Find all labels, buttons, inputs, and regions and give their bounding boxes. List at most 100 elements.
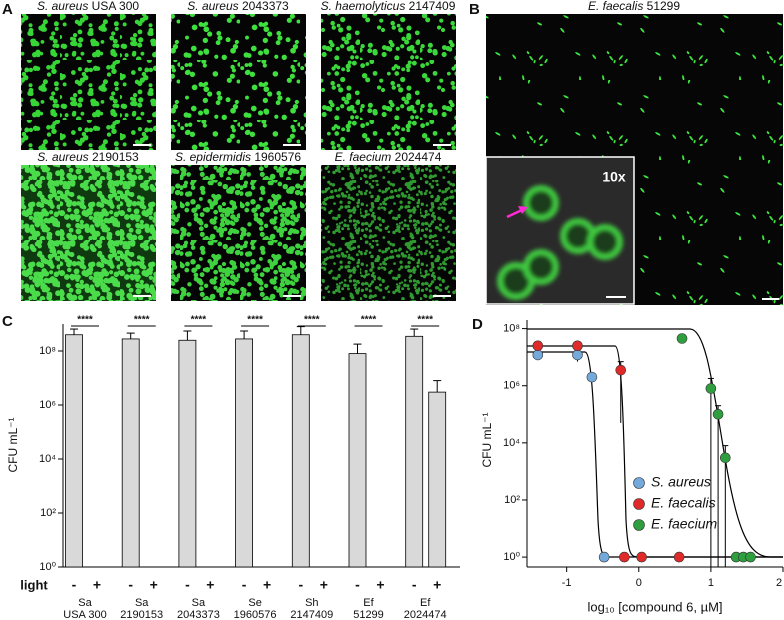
category-label: 51299	[353, 609, 384, 620]
x-tick-label: -1	[562, 577, 572, 589]
species: S. aureus	[37, 150, 88, 164]
category-label: 2024474	[404, 609, 447, 620]
category-label: Sh	[305, 597, 318, 609]
legend-label: E. faecium	[651, 516, 717, 532]
data-point	[619, 551, 630, 563]
species: E. faecalis	[588, 0, 643, 13]
bar	[291, 334, 310, 568]
condition-label: -	[185, 577, 190, 593]
cell	[523, 249, 559, 285]
category-label: 1960576	[234, 609, 277, 620]
y-tick-label: 10²	[504, 494, 520, 506]
species: S. epidermidis	[175, 150, 251, 164]
y-tick-label: 10⁴	[503, 437, 520, 449]
y-tick-label: 10²	[40, 507, 56, 519]
inset-label: 10x	[602, 169, 626, 185]
x-tick-label: 1	[708, 577, 714, 589]
y-tick-label: 10⁴	[39, 453, 56, 465]
condition-label: -	[242, 577, 247, 593]
species: S. aureus	[37, 0, 88, 13]
y-tick-label: 10⁰	[503, 551, 520, 563]
data-point	[572, 340, 583, 352]
image-title: S. aureus USA 300	[37, 0, 139, 13]
panel-label: C	[2, 313, 13, 330]
fit-curve	[527, 345, 783, 558]
species: E. faecium	[335, 150, 392, 164]
data-point	[598, 551, 610, 563]
data-point	[720, 452, 731, 464]
y-axis-label: CFU mL⁻¹	[480, 413, 494, 468]
condition-label: +	[206, 577, 214, 593]
arrow	[506, 208, 523, 219]
microscopy-cells	[321, 165, 456, 301]
image-title: E. faecium 2024474	[335, 150, 442, 164]
image-title: S. epidermidis 1960576	[175, 150, 301, 164]
y-tick-label: 10⁶	[39, 399, 56, 411]
x-axis-title: light	[20, 577, 48, 592]
microscopy-cells	[171, 165, 306, 301]
bar	[235, 338, 254, 568]
legend-label: S. aureus	[651, 474, 711, 490]
image-title: E. faecalis 51299	[588, 0, 680, 13]
data-point	[676, 333, 688, 344]
data-point	[586, 371, 598, 383]
condition-label: +	[263, 577, 271, 593]
bar	[178, 339, 197, 568]
microscopy-cells	[321, 14, 456, 150]
image-title: S. haemolyticus 2147409	[321, 0, 456, 13]
condition-label: -	[355, 577, 360, 593]
data-point	[615, 364, 627, 376]
y-tick-label: 10⁸	[503, 323, 520, 335]
bar	[428, 391, 447, 568]
microscopy-cells	[21, 14, 156, 150]
legend-label: E. faecalis	[651, 495, 716, 511]
strain: 2147409	[409, 0, 456, 13]
category-label: Se	[248, 597, 261, 609]
bar	[121, 338, 140, 568]
arrow-head	[518, 206, 528, 214]
legend-swatch	[633, 498, 645, 510]
species: S. aureus	[187, 0, 238, 13]
condition-label: -	[72, 577, 77, 593]
category-label: USA 300	[63, 609, 106, 620]
category-label: Sa	[192, 597, 206, 609]
significance: ****	[77, 315, 93, 326]
strain: 1960576	[254, 150, 301, 164]
microscopy-cells	[21, 165, 156, 301]
data-point	[745, 551, 756, 563]
y-tick-label: 10⁸	[39, 345, 56, 357]
significance: ****	[191, 315, 207, 326]
y-tick-label: 10⁰	[39, 561, 56, 573]
strain: USA 300	[92, 0, 140, 13]
panel-label: B	[469, 1, 480, 18]
strain: 2024474	[395, 150, 442, 164]
x-tick-label: 0	[636, 577, 642, 589]
significance: ****	[304, 315, 320, 326]
strain: 2190153	[92, 150, 139, 164]
data-point	[572, 349, 583, 361]
bar	[65, 334, 83, 568]
x-tick-label: 2	[776, 577, 782, 589]
bar	[405, 335, 424, 568]
inset-cells	[497, 185, 623, 300]
x-axis-label: log₁₀ [compound 6, µM]	[587, 599, 722, 614]
condition-label: +	[376, 577, 384, 593]
condition-label: +	[320, 577, 328, 593]
condition-label: -	[128, 577, 133, 593]
significance: ****	[247, 315, 263, 326]
microscopy-panels: S. aureus USA 300 S. aureus 2043373 S. hae…	[21, 0, 456, 301]
category-label: Sa	[78, 597, 92, 609]
category-label: 2043373	[177, 609, 220, 620]
cell	[523, 185, 559, 221]
strain: 2043373	[242, 0, 289, 13]
data-point	[673, 551, 685, 563]
species: S. haemolyticus	[321, 0, 406, 13]
image-title: S. aureus 2190153	[37, 150, 139, 164]
significance: ****	[417, 315, 433, 326]
bar	[348, 353, 367, 568]
category-label: Ef	[363, 597, 374, 609]
y-tick-label: 10⁶	[503, 380, 520, 392]
data-point	[532, 349, 544, 361]
condition-label: +	[150, 577, 158, 593]
